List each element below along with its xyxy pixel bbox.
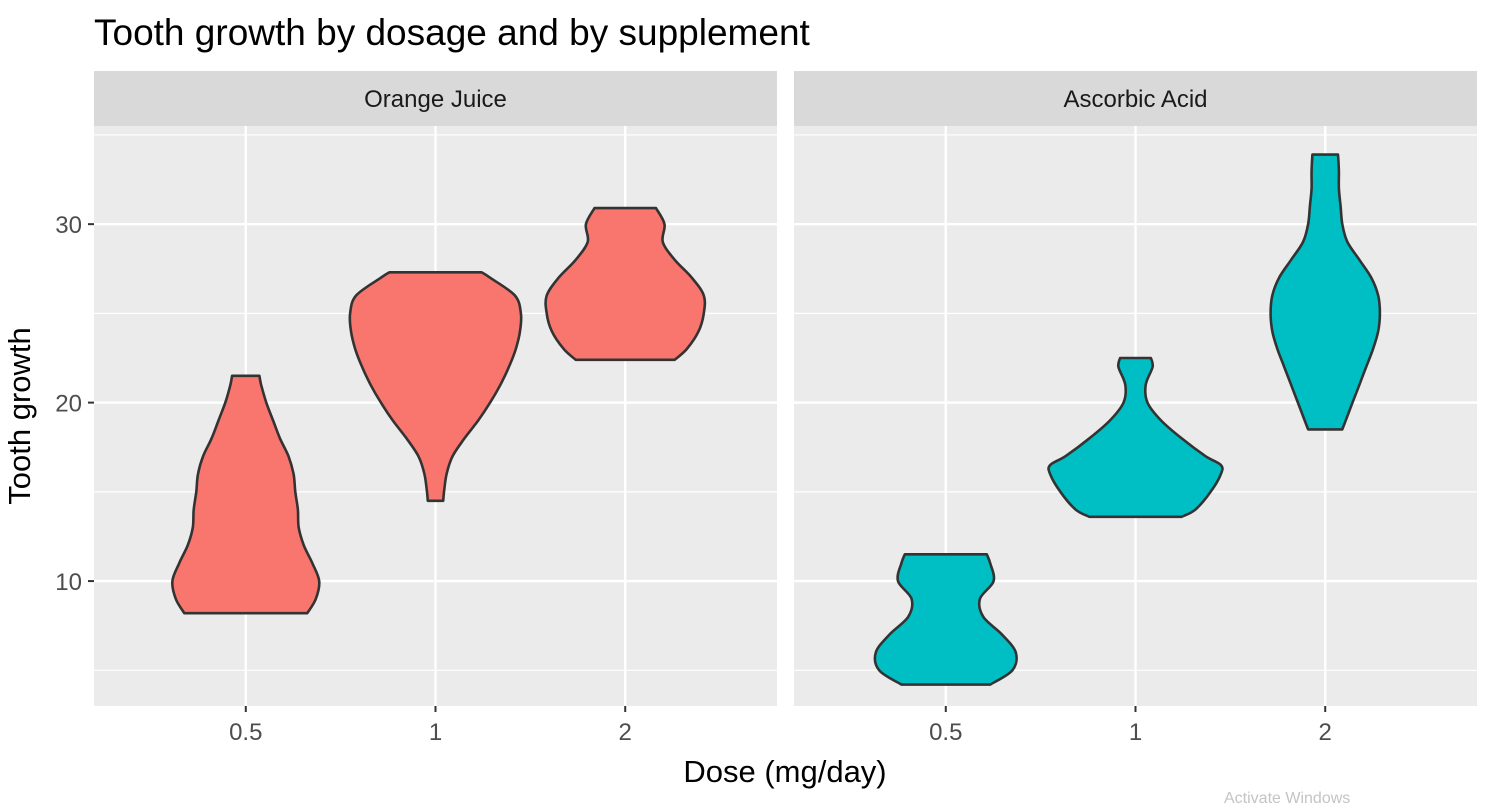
- violin-ascorbic-acid-dose-0-5: [873, 553, 1018, 686]
- strip-label-orange-juice: Orange Juice: [364, 86, 507, 113]
- x-tick-label: 0.5: [229, 719, 262, 746]
- x-axis-title: Dose (mg/day): [683, 754, 886, 789]
- violins-ascorbic-acid: [873, 153, 1382, 686]
- y-tick-label: 30: [55, 212, 82, 239]
- violin-orange-juice-dose-0-5: [170, 374, 321, 615]
- facet-panel-ascorbic-acid: Ascorbic Acid 0.5 1 2: [794, 71, 1477, 746]
- x-tick-label: 2: [1319, 719, 1332, 746]
- y-tick-label: 20: [55, 391, 82, 418]
- x-axis-ascorbic-acid: 0.5 1 2: [929, 706, 1332, 746]
- violins-orange-juice: [170, 206, 707, 615]
- strip-orange-juice: [94, 71, 777, 126]
- strip-label-ascorbic-acid: Ascorbic Acid: [1063, 86, 1207, 113]
- violin-ascorbic-acid-dose-1: [1047, 356, 1224, 519]
- chart-title: Tooth growth by dosage and by supplement: [94, 12, 811, 53]
- x-tick-label: 0.5: [929, 719, 962, 746]
- x-tick-label: 1: [429, 719, 442, 746]
- violin-ascorbic-acid-dose-2: [1269, 153, 1382, 431]
- x-axis-orange-juice: 0.5 1 2: [229, 706, 632, 746]
- x-tick-label: 2: [619, 719, 632, 746]
- y-axis: 10 20 30: [55, 212, 94, 596]
- facet-panel-orange-juice: Orange Juice 0.5 1 2: [94, 71, 777, 746]
- activate-windows-watermark: Activate Windows: [1224, 790, 1350, 805]
- violin-orange-juice-dose-2: [544, 206, 707, 362]
- y-tick-label: 10: [55, 569, 82, 596]
- y-axis-title: Tooth growth: [2, 327, 37, 505]
- x-tick-label: 1: [1129, 719, 1142, 746]
- strip-ascorbic-acid: [794, 71, 1477, 126]
- violin-orange-juice-dose-1: [348, 271, 523, 503]
